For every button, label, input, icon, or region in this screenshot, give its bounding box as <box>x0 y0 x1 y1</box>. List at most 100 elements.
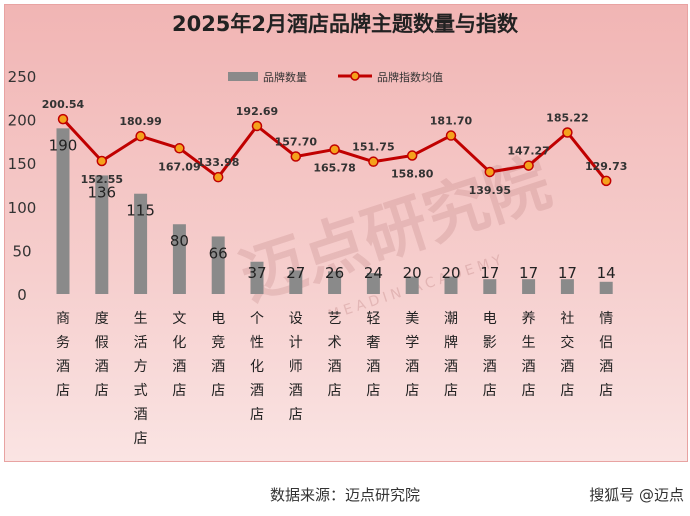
bar-value-label: 17 <box>558 264 577 282</box>
x-category-char: 店 <box>134 431 148 447</box>
x-category-char: 美 <box>405 311 419 327</box>
x-category-char: 轻 <box>366 311 380 327</box>
line-point <box>406 150 418 161</box>
x-category-char: 酒 <box>328 359 342 375</box>
legend-line-marker <box>350 71 360 81</box>
x-category-label: 社交酒店 <box>560 311 574 399</box>
bar <box>289 270 303 294</box>
line-point <box>290 151 302 162</box>
x-category-char: 店 <box>366 383 380 399</box>
x-category-char: 酒 <box>405 359 419 375</box>
x-category-char: 度 <box>95 311 109 327</box>
y-tick-label: 100 <box>8 199 37 217</box>
x-category-char: 酒 <box>134 407 148 423</box>
y-tick-label: 150 <box>8 155 37 173</box>
line-point <box>96 155 108 167</box>
x-category-char: 假 <box>95 335 109 351</box>
x-category-char: 酒 <box>56 359 70 375</box>
line-value-label: 185.22 <box>546 111 588 124</box>
line-point <box>368 156 379 167</box>
line-value-label: 192.69 <box>236 105 278 118</box>
legend-bar-label: 品牌数量 <box>263 70 307 84</box>
x-category-char: 社 <box>560 311 574 327</box>
line-value-label: 147.27 <box>507 145 549 158</box>
x-category-char: 店 <box>405 383 419 399</box>
bar-value-label: 17 <box>480 264 499 282</box>
line-point <box>484 166 496 178</box>
x-category-char: 电 <box>211 311 225 327</box>
line-value-label: 180.99 <box>119 115 161 128</box>
x-category-char: 酒 <box>444 359 458 375</box>
bar-value-label: 20 <box>441 264 460 282</box>
x-category-char: 性 <box>250 335 264 351</box>
line-point <box>445 130 457 141</box>
line-value-label: 158.80 <box>391 168 434 181</box>
chart-title: 2025年2月酒店品牌主题数量与指数 <box>171 12 519 36</box>
x-category-char: 酒 <box>522 359 536 375</box>
legend-bar-swatch <box>228 72 258 81</box>
x-category-char: 艺 <box>328 311 342 327</box>
bar-value-label: 190 <box>49 136 78 154</box>
x-category-label: 养生酒店 <box>522 311 536 399</box>
x-category-label: 文化酒店 <box>172 311 186 399</box>
bar <box>250 261 264 294</box>
x-category-label: 电竞酒店 <box>211 311 225 399</box>
x-category-char: 务 <box>56 335 70 351</box>
x-category-label: 商务酒店 <box>56 311 70 399</box>
bar <box>328 271 342 294</box>
x-category-char: 店 <box>289 407 303 423</box>
bar <box>366 273 380 294</box>
line-value-label: 151.75 <box>352 141 394 154</box>
bar-series <box>56 128 613 294</box>
y-axis: 0 50 100 150 200 250 <box>8 68 37 304</box>
x-category-char: 方 <box>134 359 148 375</box>
line-point <box>251 120 263 132</box>
x-category-char: 式 <box>134 383 148 399</box>
x-category-char: 生 <box>522 335 536 351</box>
x-category-char: 酒 <box>366 359 380 375</box>
bar <box>560 279 574 294</box>
x-category-char: 师 <box>289 359 303 375</box>
line-point <box>329 144 340 155</box>
y-tick-label: 250 <box>8 68 37 86</box>
x-category-char: 酒 <box>95 359 109 375</box>
bar <box>211 236 225 294</box>
x-category-char: 竞 <box>211 334 225 351</box>
x-category-char: 店 <box>444 383 458 399</box>
y-tick-label: 50 <box>12 242 31 260</box>
x-category-char: 商 <box>56 311 70 327</box>
x-category-char: 奢 <box>366 335 380 351</box>
line-value-label: 167.09 <box>158 160 200 173</box>
x-category-char: 店 <box>599 383 613 399</box>
bar <box>405 276 419 294</box>
line-value-label: 133.98 <box>197 156 239 169</box>
bar-value-label: 20 <box>403 264 422 282</box>
bar-value-label: 136 <box>87 183 116 201</box>
x-category-char: 店 <box>483 383 497 399</box>
x-category-char: 酒 <box>483 359 497 375</box>
bar-value-label: 17 <box>519 264 538 282</box>
bar <box>95 175 109 294</box>
x-category-char: 店 <box>328 383 342 399</box>
x-category-char: 酒 <box>250 383 264 399</box>
x-category-char: 化 <box>172 335 186 351</box>
x-category-char: 酒 <box>560 359 574 375</box>
line-point <box>562 127 573 138</box>
x-category-char: 店 <box>560 383 574 399</box>
x-category-char: 术 <box>328 335 342 351</box>
x-axis-categories: 商务酒店度假酒店生活方式酒店文化酒店电竞酒店个性化酒店设计师酒店艺术酒店轻奢酒店… <box>56 311 613 447</box>
x-category-label: 设计师酒店 <box>289 311 303 423</box>
bar <box>56 128 70 294</box>
line-value-label: 152.55 <box>81 173 123 186</box>
y-tick-label: 200 <box>8 112 37 130</box>
x-category-char: 设 <box>289 311 303 327</box>
line-value-label: 129.73 <box>585 160 627 173</box>
x-category-char: 交 <box>560 334 574 351</box>
x-category-char: 酒 <box>172 359 186 375</box>
line-value-label: 200.54 <box>42 98 85 111</box>
bar-value-label: 27 <box>286 264 305 282</box>
x-category-char: 牌 <box>444 334 458 351</box>
x-category-char: 酒 <box>211 359 225 375</box>
line-point <box>174 143 185 154</box>
